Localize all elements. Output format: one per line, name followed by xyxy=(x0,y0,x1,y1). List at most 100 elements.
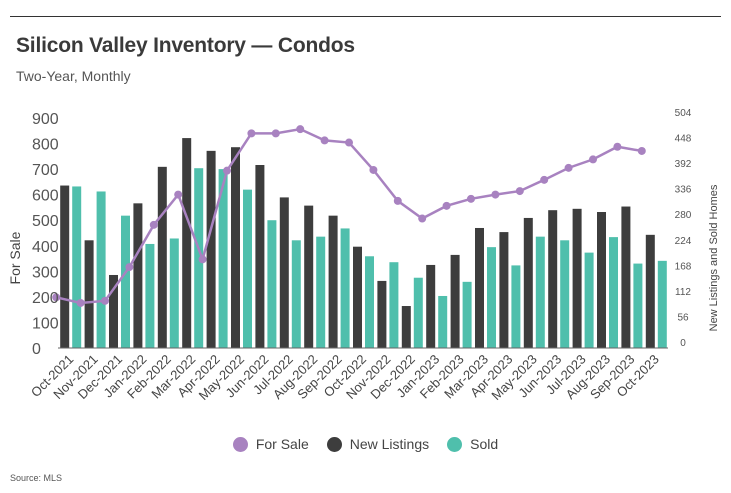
new-listings-bar xyxy=(206,150,216,348)
for-sale-point xyxy=(247,129,256,138)
sold-bar xyxy=(340,228,350,348)
for-sale-point xyxy=(320,136,329,145)
for-sale-point xyxy=(76,298,85,307)
sold-bar xyxy=(462,281,472,348)
right-tick-label: 168 xyxy=(675,261,692,272)
legend-label-sold: Sold xyxy=(470,436,499,452)
for-sale-point xyxy=(515,187,524,196)
left-tick-label: 600 xyxy=(32,188,59,205)
sold-bar xyxy=(487,247,496,348)
sold-bar xyxy=(243,189,252,348)
new-listings-bar xyxy=(475,227,484,348)
chart-title: Silicon Valley Inventory — Condos xyxy=(16,34,355,57)
for-sale-point xyxy=(345,138,353,147)
right-axis: 0 56 112 168 224 280 336 392 448 504 xyxy=(675,108,692,349)
for-sale-point xyxy=(564,163,573,172)
legend-label-new-listings: New Listings xyxy=(349,436,430,452)
for-sale-point xyxy=(149,220,158,229)
sold-bar xyxy=(511,265,521,348)
new-listings-bar xyxy=(621,206,631,348)
left-tick-label: 100 xyxy=(32,315,59,332)
new-listings-bar xyxy=(133,203,143,348)
right-axis-label: New Listings and Sold Homes xyxy=(708,184,720,331)
sold-bar xyxy=(584,252,594,348)
left-tick-label: 700 xyxy=(32,162,59,179)
sold-bar xyxy=(560,240,570,348)
new-listings-bar xyxy=(84,240,94,348)
right-tick-label: 56 xyxy=(677,312,689,323)
sold-bar xyxy=(96,191,106,348)
for-sale-point xyxy=(125,263,134,272)
new-listings-bar xyxy=(231,147,240,348)
right-tick-label: 448 xyxy=(675,134,692,145)
for-sale-point xyxy=(223,166,231,175)
new-listings-bar xyxy=(182,138,192,348)
new-listings-bar xyxy=(645,234,655,348)
left-tick-label: 800 xyxy=(32,137,59,154)
for-sale-point xyxy=(101,296,109,305)
sold-bar xyxy=(657,260,667,348)
for-sale-point xyxy=(296,125,305,134)
new-listings-bar xyxy=(255,165,265,348)
new-listings-bar xyxy=(279,197,289,348)
left-tick-label: 0 xyxy=(32,341,41,358)
new-listings-bar xyxy=(304,205,314,348)
for-sale-point xyxy=(52,293,61,302)
for-sale-point xyxy=(467,194,475,203)
sold-bar xyxy=(291,240,301,348)
new-listings-bar xyxy=(548,210,558,348)
legend-item-for-sale[interactable]: For Sale xyxy=(232,436,309,452)
left-tick-label: 900 xyxy=(32,111,59,128)
source-note: Source: MLS xyxy=(10,473,63,483)
left-tick-label: 500 xyxy=(32,213,59,230)
new-listings-bar xyxy=(450,254,460,348)
right-tick-label: 392 xyxy=(675,159,692,170)
for-sale-line-group xyxy=(52,125,646,307)
new-listings-bar xyxy=(426,264,436,348)
sold-swatch xyxy=(447,436,463,452)
legend-item-sold[interactable]: Sold xyxy=(447,436,498,452)
legend-item-new-listings[interactable]: New Listings xyxy=(326,436,430,452)
new-listings-bar xyxy=(60,185,70,348)
for-sale-swatch xyxy=(232,436,248,452)
right-tick-label: 280 xyxy=(675,210,692,221)
x-axis: Oct-2021Nov-2021Dec-2021Jan-2022Feb-2022… xyxy=(28,347,668,403)
sold-bar xyxy=(169,238,179,348)
for-sale-point xyxy=(613,142,622,151)
left-tick-label: 400 xyxy=(32,239,59,256)
new-listings-bar xyxy=(523,217,533,348)
sold-bar xyxy=(316,236,326,348)
new-listings-bar xyxy=(377,280,387,348)
right-tick-label: 224 xyxy=(675,236,692,247)
left-tick-label: 300 xyxy=(32,264,59,281)
sold-bar xyxy=(194,168,204,348)
for-sale-point xyxy=(271,129,280,138)
left-tick-label: 200 xyxy=(32,290,59,307)
sold-bar xyxy=(145,243,155,348)
left-axis-label: For Sale xyxy=(7,231,23,284)
new-listings-bar xyxy=(572,208,582,348)
new-listings-bar xyxy=(328,215,338,348)
left-axis: 0 100 200 300 400 500 600 700 800 900 xyxy=(32,111,59,358)
chart-subtitle: Two-Year, Monthly xyxy=(16,68,131,84)
new-listings-bar xyxy=(157,166,167,348)
sold-bar xyxy=(413,277,423,348)
bar-group xyxy=(60,138,667,348)
for-sale-point xyxy=(589,155,597,164)
legend-label-for-sale: For Sale xyxy=(255,436,309,452)
right-tick-label: 112 xyxy=(675,287,691,298)
sold-bar xyxy=(267,220,277,348)
top-rule xyxy=(10,16,721,17)
for-sale-point xyxy=(198,255,207,264)
for-sale-point xyxy=(418,214,427,223)
sold-bar xyxy=(121,215,130,348)
new-listings-bar xyxy=(353,246,362,348)
new-listings-swatch xyxy=(326,436,342,452)
right-tick-label: 336 xyxy=(675,185,692,196)
sold-bar xyxy=(365,256,374,348)
right-tick-label: 504 xyxy=(675,108,692,119)
for-sale-point xyxy=(393,196,402,205)
for-sale-point xyxy=(174,190,183,199)
for-sale-point xyxy=(369,165,378,174)
